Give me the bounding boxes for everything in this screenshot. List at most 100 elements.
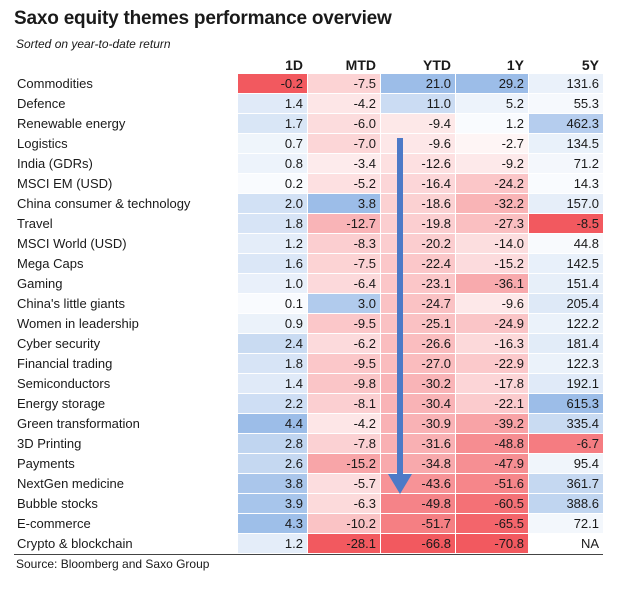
- row-label: China consumer & technology: [14, 194, 251, 213]
- column-header-1d: 1D: [285, 57, 303, 73]
- row-label: India (GDRs): [14, 154, 251, 173]
- value-cell-5y: 335.4: [528, 414, 603, 433]
- value-cell-5y: 14.3: [528, 174, 603, 193]
- value-cell-1d: 1.2: [237, 534, 307, 553]
- table-row: Defence 1.4 -4.2 11.0 5.2 55.3: [14, 94, 603, 114]
- table-row: Renewable energy 1.7 -6.0 -9.4 1.2 462.3: [14, 114, 603, 134]
- row-label: Logistics: [14, 134, 251, 153]
- row-label: Women in leadership: [14, 314, 251, 333]
- value-cell-1d: 4.4: [237, 414, 307, 433]
- table-row: 3D Printing 2.8 -7.8 -31.6 -48.8 -6.7: [14, 434, 603, 454]
- value-cell-1y: -2.7: [455, 134, 528, 153]
- table-row: Payments 2.6 -15.2 -34.8 -47.9 95.4: [14, 454, 603, 474]
- row-label: 3D Printing: [14, 434, 251, 453]
- value-cell-1d: 0.2: [237, 174, 307, 193]
- value-cell-5y: 134.5: [528, 134, 603, 153]
- value-cell-1y: -24.9: [455, 314, 528, 333]
- value-cell-5y: 462.3: [528, 114, 603, 133]
- value-cell-mtd: 3.0: [307, 294, 380, 313]
- table-row: Commodities -0.2 -7.5 21.0 29.2 131.6: [14, 74, 603, 94]
- value-cell-1d: 1.2: [237, 234, 307, 253]
- value-cell-5y: 95.4: [528, 454, 603, 473]
- value-cell-1d: 1.8: [237, 354, 307, 373]
- value-cell-5y: 151.4: [528, 274, 603, 293]
- bottom-rule: [14, 554, 603, 555]
- table-row: Financial trading 1.8 -9.5 -27.0 -22.9 122.3: [14, 354, 603, 374]
- value-cell-mtd: -10.2: [307, 514, 380, 533]
- value-cell-1d: 0.7: [237, 134, 307, 153]
- value-cell-1d: 1.7: [237, 114, 307, 133]
- value-cell-5y: -8.5: [528, 214, 603, 233]
- value-cell-1y: -48.8: [455, 434, 528, 453]
- table-row: E-commerce 4.3 -10.2 -51.7 -65.5 72.1: [14, 514, 603, 534]
- value-cell-1d: 3.9: [237, 494, 307, 513]
- row-label: MSCI EM (USD): [14, 174, 251, 193]
- value-cell-mtd: -8.3: [307, 234, 380, 253]
- row-label: Commodities: [14, 74, 251, 93]
- value-cell-1d: 2.0: [237, 194, 307, 213]
- value-cell-1d: 1.8: [237, 214, 307, 233]
- value-cell-mtd: -4.2: [307, 414, 380, 433]
- value-cell-mtd: -7.0: [307, 134, 380, 153]
- row-label: NextGen medicine: [14, 474, 251, 493]
- value-cell-1d: 1.0: [237, 274, 307, 293]
- value-cell-1y: -17.8: [455, 374, 528, 393]
- performance-table: Commodities -0.2 -7.5 21.0 29.2 131.6 Defence 1…: [14, 74, 603, 554]
- row-label: E-commerce: [14, 514, 251, 533]
- value-cell-mtd: -5.7: [307, 474, 380, 493]
- value-cell-5y: 361.7: [528, 474, 603, 493]
- value-cell-ytd: 21.0: [380, 74, 455, 93]
- value-cell-mtd: -8.1: [307, 394, 380, 413]
- table-row: India (GDRs) 0.8 -3.4 -12.6 -9.2 71.2: [14, 154, 603, 174]
- row-label: Cyber security: [14, 334, 251, 353]
- value-cell-5y: -6.7: [528, 434, 603, 453]
- value-cell-1y: -9.6: [455, 294, 528, 313]
- table-row: MSCI EM (USD) 0.2 -5.2 -16.4 -24.2 14.3: [14, 174, 603, 194]
- table-row: China consumer & technology 2.0 3.8 -18.6 -3…: [14, 194, 603, 214]
- value-cell-1y: -47.9: [455, 454, 528, 473]
- value-cell-1d: 2.4: [237, 334, 307, 353]
- value-cell-1d: 3.8: [237, 474, 307, 493]
- chart-title: Saxo equity themes performance overview: [14, 8, 392, 29]
- column-header-1y: 1Y: [506, 57, 524, 73]
- value-cell-1y: -24.2: [455, 174, 528, 193]
- value-cell-5y: NA: [528, 534, 603, 553]
- value-cell-5y: 388.6: [528, 494, 603, 513]
- row-label: Payments: [14, 454, 251, 473]
- value-cell-ytd: -9.4: [380, 114, 455, 133]
- value-cell-1y: -70.8: [455, 534, 528, 553]
- source-note: Source: Bloomberg and Saxo Group: [16, 557, 210, 571]
- row-label: Gaming: [14, 274, 251, 293]
- row-label: Semiconductors: [14, 374, 251, 393]
- value-cell-1d: -0.2: [237, 74, 307, 93]
- column-header-mtd: MTD: [345, 57, 376, 73]
- value-cell-1d: 1.4: [237, 94, 307, 113]
- value-cell-1y: -51.6: [455, 474, 528, 493]
- column-header-ytd: YTD: [423, 57, 451, 73]
- value-cell-5y: 157.0: [528, 194, 603, 213]
- value-cell-mtd: -9.8: [307, 374, 380, 393]
- value-cell-mtd: -5.2: [307, 174, 380, 193]
- value-cell-1y: -22.1: [455, 394, 528, 413]
- value-cell-1y: 5.2: [455, 94, 528, 113]
- value-cell-ytd: -49.8: [380, 494, 455, 513]
- table-row: Semiconductors 1.4 -9.8 -30.2 -17.8 192.1: [14, 374, 603, 394]
- value-cell-mtd: -7.5: [307, 74, 380, 93]
- value-cell-1y: -15.2: [455, 254, 528, 273]
- table-row: Gaming 1.0 -6.4 -23.1 -36.1 151.4: [14, 274, 603, 294]
- row-label: Renewable energy: [14, 114, 251, 133]
- table-row: China's little giants 0.1 3.0 -24.7 -9.6 205.…: [14, 294, 603, 314]
- value-cell-1d: 0.1: [237, 294, 307, 313]
- row-label: China's little giants: [14, 294, 251, 313]
- value-cell-1y: 29.2: [455, 74, 528, 93]
- value-cell-1y: -14.0: [455, 234, 528, 253]
- value-cell-mtd: -15.2: [307, 454, 380, 473]
- value-cell-5y: 142.5: [528, 254, 603, 273]
- value-cell-mtd: -6.3: [307, 494, 380, 513]
- value-cell-mtd: -28.1: [307, 534, 380, 553]
- value-cell-1d: 2.8: [237, 434, 307, 453]
- table-row: Logistics 0.7 -7.0 -9.6 -2.7 134.5: [14, 134, 603, 154]
- value-cell-mtd: -12.7: [307, 214, 380, 233]
- value-cell-5y: 615.3: [528, 394, 603, 413]
- value-cell-1d: 4.3: [237, 514, 307, 533]
